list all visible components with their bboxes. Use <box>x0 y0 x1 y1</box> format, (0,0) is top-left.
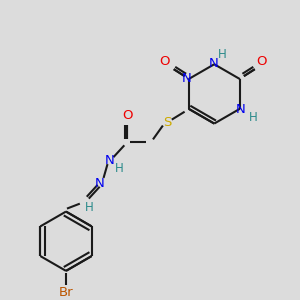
Text: Br: Br <box>59 286 73 299</box>
Text: H: H <box>218 48 226 61</box>
Text: N: N <box>105 154 114 167</box>
Text: N: N <box>95 177 104 190</box>
Text: N: N <box>182 72 191 85</box>
Text: N: N <box>208 57 218 70</box>
Text: H: H <box>248 111 257 124</box>
Text: O: O <box>160 55 170 68</box>
Text: S: S <box>163 116 171 129</box>
Text: O: O <box>256 55 267 68</box>
Text: N: N <box>236 103 246 116</box>
Text: O: O <box>122 109 133 122</box>
Text: H: H <box>85 201 94 214</box>
Text: H: H <box>115 162 124 175</box>
